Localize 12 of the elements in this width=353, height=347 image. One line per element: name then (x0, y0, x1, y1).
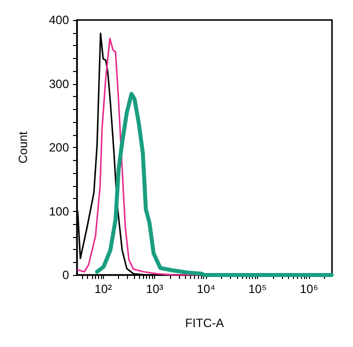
y-tick-label: 100 (48, 204, 70, 218)
y-axis-title: Count (16, 130, 30, 164)
x-tick-label: 10⁵ (248, 282, 267, 296)
x-tick-label: 10³ (146, 282, 164, 296)
x-tick-label: 10⁴ (196, 282, 216, 296)
y-tick-label: 200 (48, 140, 70, 154)
y-tick-label: 0 (62, 268, 70, 282)
x-axis-title: FITC-A (185, 316, 224, 330)
y-tick-label: 300 (48, 76, 70, 91)
x-tick-label: 10² (94, 282, 112, 296)
y-tick-label: 400 (48, 13, 70, 27)
x-tick-label: 10⁶ (300, 282, 318, 296)
